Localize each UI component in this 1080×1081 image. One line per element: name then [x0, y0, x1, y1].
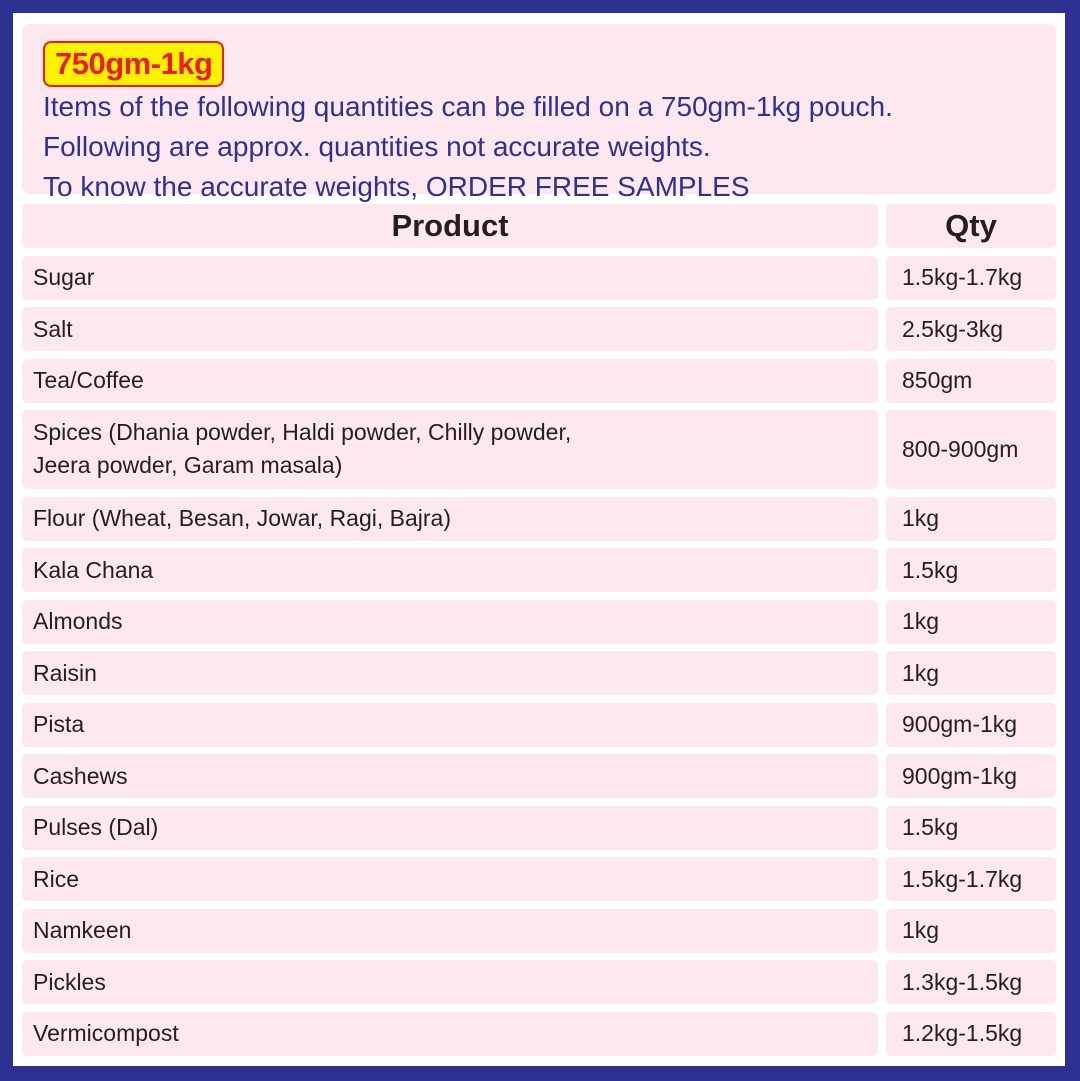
table-row: Vermicompost 1.2kg-1.5kg — [22, 1011, 1056, 1056]
table-row: Rice 1.5kg-1.7kg — [22, 857, 1056, 901]
product-cell: Almonds — [22, 599, 878, 644]
product-cell: Kala Chana — [22, 548, 878, 592]
header-qty: Qty — [886, 204, 1056, 248]
table-row: Namkeen 1kg — [22, 908, 1056, 953]
table-header: Product Qty — [22, 204, 1056, 248]
qty-cell: 900gm-1kg — [886, 702, 1056, 747]
product-line: Spices (Dhania powder, Haldi powder, Chi… — [33, 419, 572, 445]
intro-box: 750gm-1kg Items of the following quantit… — [22, 24, 1056, 202]
table-row: Pulses (Dal) 1.5kg — [22, 805, 1056, 850]
table-row: Tea/Coffee 850gm — [22, 358, 1056, 403]
qty-cell: 1.5kg-1.7kg — [886, 255, 1056, 300]
product-cell: Vermicompost — [22, 1011, 878, 1056]
table-row: Flour (Wheat, Besan, Jowar, Ragi, Bajra)… — [22, 496, 1056, 541]
product-cell: Salt — [22, 307, 878, 351]
qty-cell: 900gm-1kg — [886, 754, 1056, 798]
product-cell: Namkeen — [22, 908, 878, 953]
qty-cell: 1kg — [886, 651, 1056, 695]
header-product: Product — [22, 204, 878, 248]
table-row: Pista 900gm-1kg — [22, 702, 1056, 747]
table-row: Pickles 1.3kg-1.5kg — [22, 960, 1056, 1004]
product-cell: Spices (Dhania powder, Haldi powder, Chi… — [22, 410, 878, 489]
qty-cell: 1kg — [886, 496, 1056, 541]
qty-cell: 2.5kg-3kg — [886, 307, 1056, 351]
product-cell: Pista — [22, 702, 878, 747]
table-row: Salt 2.5kg-3kg — [22, 307, 1056, 351]
product-cell: Raisin — [22, 651, 878, 695]
qty-cell: 1kg — [886, 908, 1056, 953]
intro-line: Items of the following quantities can be… — [43, 91, 893, 122]
product-cell: Cashews — [22, 754, 878, 798]
table-row: Sugar 1.5kg-1.7kg — [22, 255, 1056, 300]
intro-line: Following are approx. quantities not acc… — [43, 131, 711, 162]
qty-cell: 1.2kg-1.5kg — [886, 1011, 1056, 1056]
product-cell: Tea/Coffee — [22, 358, 878, 403]
product-cell: Pickles — [22, 960, 878, 1004]
product-cell: Pulses (Dal) — [22, 805, 878, 850]
quantity-table: Product Qty Sugar 1.5kg-1.7kg Salt 2.5kg-3k… — [22, 204, 1056, 1056]
qty-cell: 850gm — [886, 358, 1056, 403]
qty-cell: 1kg — [886, 599, 1056, 644]
qty-cell: 1.5kg-1.7kg — [886, 857, 1056, 901]
size-badge: 750gm-1kg — [43, 41, 225, 87]
qty-cell: 1.5kg — [886, 548, 1056, 592]
product-cell: Rice — [22, 857, 878, 901]
table-row: Almonds 1kg — [22, 599, 1056, 644]
table-row: Kala Chana 1.5kg — [22, 548, 1056, 592]
qty-cell: 800-900gm — [886, 410, 1056, 489]
product-cell: Sugar — [22, 255, 878, 300]
content-panel: 750gm-1kg Items of the following quantit… — [13, 13, 1065, 1066]
table-row: Spices (Dhania powder, Haldi powder, Chi… — [22, 410, 1056, 489]
product-cell: Flour (Wheat, Besan, Jowar, Ragi, Bajra) — [22, 496, 878, 541]
qty-cell: 1.5kg — [886, 805, 1056, 850]
product-line: Jeera powder, Garam masala) — [33, 452, 343, 478]
intro-line: To know the accurate weights, ORDER FREE… — [43, 171, 750, 202]
table-row: Cashews 900gm-1kg — [22, 754, 1056, 798]
table-row: Raisin 1kg — [22, 651, 1056, 695]
qty-cell: 1.3kg-1.5kg — [886, 960, 1056, 1004]
